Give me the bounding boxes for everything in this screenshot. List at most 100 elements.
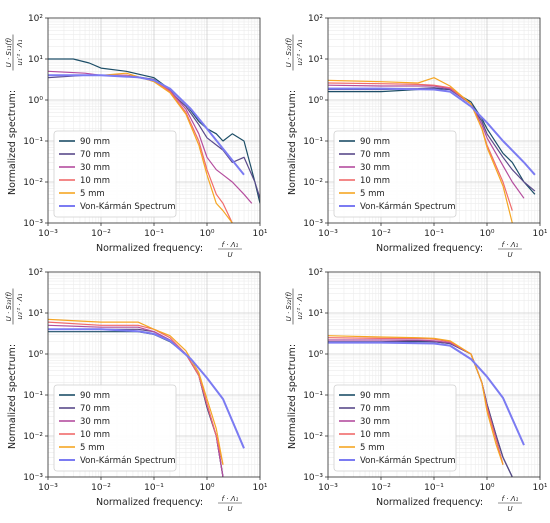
x-tick-label: 10⁻¹ <box>144 229 164 239</box>
y-axis-fraction-numerator: U · S₁₁(f) <box>5 37 13 67</box>
x-axis-label: Normalized frequency: <box>96 243 203 254</box>
x-tick-label: 10¹ <box>532 229 547 239</box>
x-tick-label: 10⁻¹ <box>424 483 444 493</box>
y-tick-label: 10² <box>308 14 323 24</box>
series-line-von-k-rm-n-spectrum <box>48 328 245 449</box>
legend-label: 5 mm <box>80 189 105 199</box>
series-group <box>48 58 260 223</box>
x-axis-fraction-denominator: U <box>227 251 232 259</box>
y-tick-label: 10⁰ <box>28 350 43 360</box>
x-axis-label: Normalized frequency: <box>376 243 483 254</box>
x-tick-label: 10¹ <box>532 483 547 493</box>
legend-label: 30 mm <box>360 417 390 427</box>
series-line-90-mm <box>48 58 260 204</box>
series-line-5-mm <box>48 318 224 465</box>
x-axis-fraction-denominator: U <box>507 251 512 259</box>
legend-label: 70 mm <box>80 150 110 160</box>
y-tick-label: 10⁻² <box>303 432 323 442</box>
y-tick-label: 10¹ <box>28 55 43 65</box>
x-tick-label: 10⁻³ <box>318 483 338 493</box>
y-tick-label: 10⁻³ <box>23 219 43 229</box>
legend: 90 mm 70 mm 30 mm 10 mm 5 mm Von-Kármán Spect… <box>53 384 177 472</box>
y-axis-label: Normalized spectrum: <box>7 90 18 195</box>
y-tick-label: 10¹ <box>308 55 323 65</box>
y-axis-fraction-denominator: u₃′² · Λ₁ <box>16 293 24 319</box>
legend-label: 90 mm <box>360 391 390 401</box>
legend-label: 5 mm <box>360 443 385 453</box>
legend-label: 10 mm <box>80 430 110 440</box>
legend: 90 mm 70 mm 30 mm 10 mm 5 mm Von-Kármán Spect… <box>53 130 177 218</box>
x-axis-fraction-numerator: f · Λ₁ <box>222 241 239 249</box>
x-tick-label: 10⁰ <box>479 229 494 239</box>
legend-label: 30 mm <box>80 163 110 173</box>
x-tick-label: 10⁻² <box>91 229 111 239</box>
legend-box <box>53 130 177 218</box>
y-tick-label: 10² <box>28 14 43 24</box>
panel-bottom-left: 10⁻³ 10⁻² 10⁻¹ 10⁰ 10¹ 10⁻³ 10⁻² 10⁻¹ 10⁰ 10¹ 10² N… <box>5 268 268 513</box>
y-tick-label: 10⁰ <box>308 350 323 360</box>
legend-label: 70 mm <box>360 404 390 414</box>
x-axis-fraction-denominator: U <box>227 505 232 513</box>
series-group <box>328 335 525 477</box>
x-tick-label: 10¹ <box>252 229 267 239</box>
y-tick-label: 10⁻¹ <box>303 391 323 401</box>
legend-label: 30 mm <box>360 163 390 173</box>
y-tick-label: 10⁻² <box>303 178 323 188</box>
legend-label: 70 mm <box>80 404 110 414</box>
x-axis-fraction-numerator: f · Λ₁ <box>502 241 519 249</box>
y-tick-label: 10⁻³ <box>303 473 323 483</box>
legend-label: 30 mm <box>80 417 110 427</box>
y-tick-label: 10² <box>28 268 43 278</box>
legend-label: 10 mm <box>80 176 110 186</box>
grid <box>47 17 261 224</box>
series-group <box>328 77 536 223</box>
x-tick-label: 10⁻³ <box>318 229 338 239</box>
series-line-10-mm <box>48 321 224 465</box>
x-tick-label: 10⁰ <box>199 483 214 493</box>
y-axis-fraction-denominator: u₂′² · Λ₁ <box>296 293 304 319</box>
legend-label: Von-Kármán Spectrum <box>360 202 456 212</box>
x-tick-label: 10⁻¹ <box>144 483 164 493</box>
y-axis-fraction-denominator: u₁′² · Λ₁ <box>16 39 24 65</box>
series-line-von-k-rm-n-spectrum <box>328 341 525 446</box>
y-tick-label: 10⁰ <box>308 96 323 106</box>
legend-label: 70 mm <box>360 150 390 160</box>
x-tick-label: 10¹ <box>252 483 267 493</box>
y-axis-label: Normalized spectrum: <box>287 90 298 195</box>
x-tick-label: 10⁻² <box>371 483 391 493</box>
x-tick-label: 10⁰ <box>479 483 494 493</box>
legend-label: 10 mm <box>360 430 390 440</box>
panel-top-left: 10⁻³ 10⁻² 10⁻¹ 10⁰ 10¹ 10⁻³ 10⁻² 10⁻¹ 10⁰ 10¹ 10² N… <box>5 14 268 259</box>
y-tick-label: 10⁻¹ <box>23 137 43 147</box>
y-axis-fraction-denominator: u₂′² · Λ₁ <box>296 39 304 65</box>
series-group <box>48 318 245 477</box>
x-tick-label: 10⁻¹ <box>424 229 444 239</box>
y-tick-label: 10⁻² <box>23 432 43 442</box>
panel-bottom-right: 10⁻³ 10⁻² 10⁻¹ 10⁰ 10¹ 10⁻³ 10⁻² 10⁻¹ 10⁰ 10¹ 10² N… <box>285 268 548 513</box>
x-axis-fraction-numerator: f · Λ₁ <box>502 495 519 503</box>
legend-label: 90 mm <box>80 137 110 147</box>
legend-box <box>333 384 457 472</box>
y-tick-label: 10⁻¹ <box>303 137 323 147</box>
y-axis-fraction-numerator: U · S₂₂(f) <box>285 291 293 321</box>
y-tick-label: 10⁻¹ <box>23 391 43 401</box>
panel-top-right: 10⁻³ 10⁻² 10⁻¹ 10⁰ 10¹ 10⁻³ 10⁻² 10⁻¹ 10⁰ 10¹ 10² N… <box>285 14 548 259</box>
x-tick-label: 10⁰ <box>199 229 214 239</box>
y-axis-label: Normalized spectrum: <box>287 344 298 449</box>
x-axis-fraction-numerator: f · Λ₁ <box>222 495 239 503</box>
y-tick-label: 10⁻³ <box>23 473 43 483</box>
y-tick-label: 10² <box>308 268 323 278</box>
legend-label: 5 mm <box>360 189 385 199</box>
y-tick-label: 10¹ <box>28 309 43 319</box>
series-line-von-k-rm-n-spectrum <box>328 87 536 176</box>
legend-label: 5 mm <box>80 443 105 453</box>
x-axis-label: Normalized frequency: <box>96 497 203 508</box>
legend-box <box>333 130 457 218</box>
series-line-5-mm <box>328 335 504 465</box>
y-tick-label: 10⁻³ <box>303 219 323 229</box>
y-tick-label: 10⁻² <box>23 178 43 188</box>
x-tick-label: 10⁻² <box>371 229 391 239</box>
x-tick-label: 10⁻³ <box>38 483 58 493</box>
y-axis-label: Normalized spectrum: <box>7 344 18 449</box>
